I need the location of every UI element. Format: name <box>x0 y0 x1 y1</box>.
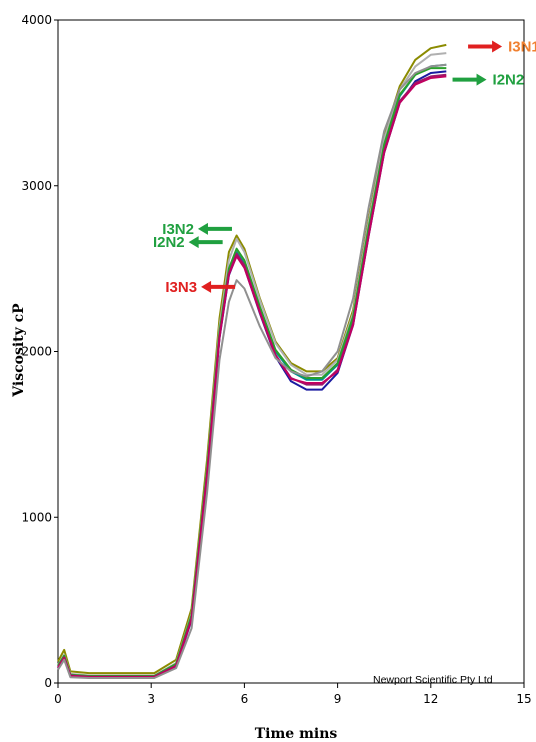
annotation-i2n2: I2N2 <box>452 72 525 89</box>
x-tick-label: 12 <box>423 692 438 706</box>
arrow-left-icon <box>201 280 236 293</box>
annotation-label: I2N2 <box>153 234 185 251</box>
arrow-right-icon <box>452 73 487 86</box>
x-tick-label: 9 <box>334 692 342 706</box>
y-tick-label: 1000 <box>21 510 52 524</box>
x-tick-label: 3 <box>147 692 155 706</box>
arrow-left-icon <box>188 236 223 249</box>
y-tick-label: 3000 <box>21 179 52 193</box>
plot-frame <box>57 19 525 684</box>
series-layer <box>57 43 447 679</box>
x-tick-label: 15 <box>516 692 531 706</box>
annotation-label: I3N1 <box>508 39 536 56</box>
y-axis: 0 1000 2000 3000 4000 <box>21 13 58 690</box>
annotation-i3n2: I3N2 <box>162 221 232 238</box>
x-axis-title: Time mins <box>255 726 338 742</box>
y-axis-title: Viscosity cP <box>11 303 27 398</box>
annotation-label: I3N3 <box>165 279 197 296</box>
annotation-label: I2N2 <box>493 72 525 89</box>
arrow-left-icon <box>197 222 232 235</box>
series-line-8 <box>57 63 447 679</box>
annotation-i3n1: I3N1 <box>468 39 536 56</box>
y-tick-label: 4000 <box>21 13 52 27</box>
annotation-i3n3: I3N3 <box>165 279 236 296</box>
x-tick-label: 6 <box>241 692 249 706</box>
annotation-i2n2: I2N2 <box>153 234 223 251</box>
x-tick-label: 0 <box>54 692 62 706</box>
x-axis: 0 3 6 9 12 15 <box>54 683 532 706</box>
y-tick-label: 2000 <box>21 345 52 359</box>
arrow-right-icon <box>468 40 503 53</box>
y-tick-label: 0 <box>44 676 52 690</box>
annotation-label: I3N2 <box>162 221 194 238</box>
credit-label: Newport Scientific Pty Ltd <box>373 674 493 686</box>
